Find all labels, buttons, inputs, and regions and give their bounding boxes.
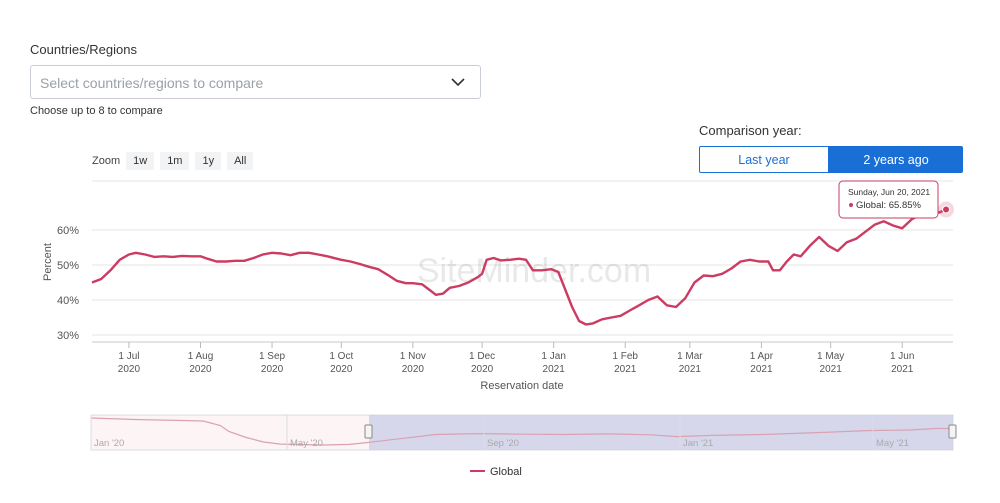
- tooltip-marker: [849, 203, 853, 207]
- tooltip-value: Global: 65.85%: [856, 200, 922, 211]
- zoom-1m-button[interactable]: 1m: [160, 152, 190, 170]
- x-tick-label: 1 Nov: [400, 351, 426, 362]
- navigator-labels: Jan '20 May '20 Sep '20 Jan '21 May '21: [90, 415, 909, 450]
- x-axis-ticks: 1 Jul 2020 1 Aug 2020 1 Sep 2020 1 Oct 2020 1 No…: [118, 342, 914, 375]
- countries-select-placeholder: Select countries/regions to compare: [40, 75, 264, 91]
- navigator-handle-right[interactable]: [948, 424, 957, 439]
- x-tick-label: 1 Jun: [890, 351, 914, 362]
- last-year-button[interactable]: Last year: [699, 146, 829, 173]
- legend[interactable]: Global: [470, 466, 522, 478]
- x-tick-label: 1 Apr: [750, 351, 774, 362]
- y-tick-label: 60%: [57, 225, 79, 237]
- y-tick-label: 50%: [57, 260, 79, 272]
- tooltip-date: Sunday, Jun 20, 2021: [848, 187, 930, 197]
- gridlines: [92, 180, 953, 343]
- zoom-1y-button[interactable]: 1y: [195, 152, 222, 170]
- comparison-year-toggle[interactable]: Last year 2 years ago: [699, 146, 963, 173]
- navigator-label: Jan '20: [94, 438, 124, 449]
- x-tick-year: 2020: [118, 364, 141, 375]
- two-years-ago-button[interactable]: 2 years ago: [829, 146, 963, 173]
- y-axis-ticks: 30% 40% 50% 60%: [57, 225, 79, 342]
- x-tick-year: 2020: [189, 364, 212, 375]
- x-tick-year: 2020: [261, 364, 284, 375]
- x-tick-year: 2021: [891, 364, 914, 375]
- hover-marker: [942, 205, 951, 214]
- legend-label-global: Global: [490, 466, 522, 478]
- x-tick-year: 2021: [820, 364, 843, 375]
- y-tick-label: 30%: [57, 330, 79, 342]
- navigator-label: May '20: [290, 438, 323, 449]
- hover-halo: [938, 201, 955, 218]
- navigator[interactable]: Jan '20 May '20 Sep '20 Jan '21 May '21: [90, 414, 957, 451]
- navigator-label: Sep '20: [487, 438, 519, 449]
- x-tick-year: 2021: [614, 364, 637, 375]
- navigator-label: Jan '21: [683, 438, 713, 449]
- x-tick-label: 1 Oct: [329, 351, 353, 362]
- navigator-window[interactable]: [369, 415, 953, 450]
- countries-label: Countries/Regions: [30, 42, 137, 57]
- x-tick-label: 1 Dec: [469, 351, 495, 362]
- comparison-year-label: Comparison year:: [699, 123, 802, 138]
- x-tick-label: 1 Aug: [188, 351, 214, 362]
- navigator-label: May '21: [876, 438, 909, 449]
- x-tick-year: 2020: [330, 364, 353, 375]
- tooltip: Sunday, Jun 20, 2021 Global: 65.85%: [838, 180, 939, 219]
- x-tick-year: 2021: [679, 364, 702, 375]
- navigator-line: [90, 417, 953, 446]
- x-tick-label: 1 Feb: [612, 351, 638, 362]
- x-tick-year: 2021: [543, 364, 566, 375]
- x-tick-year: 2021: [750, 364, 773, 375]
- zoom-label: Zoom: [92, 155, 121, 167]
- zoom-1w-button[interactable]: 1w: [126, 152, 155, 170]
- series-line-global: [91, 208, 947, 326]
- x-tick-label: 1 Mar: [677, 351, 703, 362]
- chevron-down-icon: [451, 78, 465, 87]
- x-tick-label: 1 Jul: [118, 351, 139, 362]
- x-tick-label: 1 May: [817, 351, 844, 362]
- navigator-handle-left[interactable]: [364, 424, 373, 439]
- zoom-controls: Zoom 1w 1m 1y All: [92, 152, 254, 170]
- x-tick-label: 1 Sep: [259, 351, 286, 362]
- zoom-all-button[interactable]: All: [227, 152, 254, 170]
- countries-select[interactable]: Select countries/regions to compare: [30, 65, 481, 99]
- select-hint: Choose up to 8 to compare: [30, 105, 163, 117]
- x-tick-label: 1 Jan: [541, 351, 565, 362]
- x-tick-year: 2020: [471, 364, 494, 375]
- y-axis-label: Percent: [42, 243, 54, 281]
- y-tick-label: 40%: [57, 295, 79, 307]
- hover-point: [938, 201, 955, 218]
- watermark: SiteMinder.com: [417, 252, 651, 290]
- x-axis-label: Reservation date: [480, 380, 563, 392]
- x-tick-year: 2020: [402, 364, 425, 375]
